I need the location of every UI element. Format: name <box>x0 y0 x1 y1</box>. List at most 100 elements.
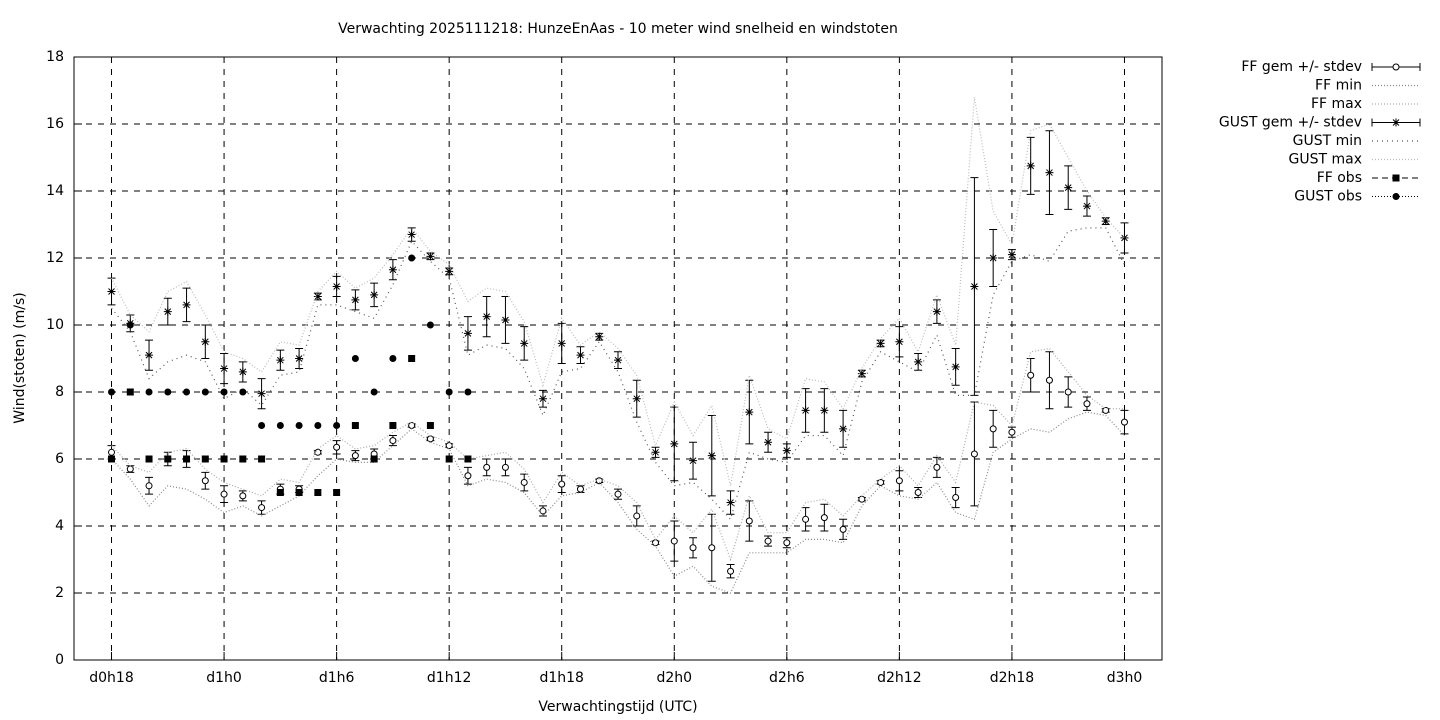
marker <box>351 422 359 429</box>
legend-label: GUST max <box>1289 152 1363 168</box>
marker <box>183 455 191 463</box>
marker <box>520 478 528 486</box>
marker <box>408 254 416 262</box>
marker <box>108 455 116 463</box>
marker <box>126 388 134 396</box>
marker <box>163 307 172 316</box>
marker <box>558 480 566 488</box>
marker <box>632 394 641 403</box>
marker <box>258 455 266 463</box>
marker <box>258 422 266 429</box>
marker <box>220 455 228 463</box>
error-point <box>614 351 622 370</box>
marker <box>1026 161 1035 170</box>
error-point <box>145 339 154 371</box>
error-point <box>914 486 923 499</box>
error-point <box>1026 358 1035 393</box>
marker <box>614 356 622 365</box>
error-point <box>689 537 698 559</box>
legend-label: FF max <box>1311 96 1362 112</box>
marker <box>220 490 228 498</box>
error-point <box>576 346 585 365</box>
marker <box>351 295 360 304</box>
marker <box>126 465 134 473</box>
error-point <box>726 490 735 515</box>
marker <box>745 517 753 525</box>
error-point <box>651 446 660 458</box>
marker <box>257 389 266 398</box>
marker <box>332 282 341 291</box>
error-point <box>876 339 885 348</box>
marker <box>820 514 828 522</box>
marker <box>783 539 791 547</box>
error-point <box>932 299 941 324</box>
marker <box>389 422 397 429</box>
marker <box>482 312 491 321</box>
error-point <box>482 296 491 338</box>
marker <box>333 443 341 451</box>
error-point <box>595 332 604 341</box>
line <box>111 411 1125 594</box>
marker <box>407 230 416 239</box>
error-point <box>407 422 416 429</box>
marker <box>426 422 434 429</box>
marker <box>295 422 303 429</box>
marker <box>276 489 284 496</box>
error-point <box>557 475 566 493</box>
marker <box>314 489 322 496</box>
marker <box>727 567 735 575</box>
error-point <box>576 485 585 493</box>
plot-frame <box>73 56 1163 661</box>
marker <box>164 455 172 463</box>
marker <box>932 307 941 316</box>
marker <box>501 315 510 324</box>
error-point <box>764 535 773 547</box>
error-point <box>351 289 360 311</box>
marker <box>164 388 172 396</box>
error-point <box>332 275 341 298</box>
marker <box>858 495 866 503</box>
marker <box>726 498 735 507</box>
marker <box>408 355 416 362</box>
error-point <box>463 466 472 485</box>
marker <box>520 339 529 348</box>
marker <box>333 489 341 496</box>
error-point <box>839 518 848 540</box>
error-point <box>257 378 266 410</box>
marker <box>220 388 228 396</box>
error-point <box>745 379 754 445</box>
marker <box>689 456 698 465</box>
legend-label: FF gem +/- stdev <box>1241 59 1362 75</box>
marker <box>313 292 322 301</box>
error-point <box>520 473 529 492</box>
legend-label: GUST min <box>1293 133 1362 149</box>
legend-label: FF obs <box>1317 170 1362 186</box>
marker <box>745 408 754 417</box>
marker <box>707 451 716 460</box>
error-point <box>145 476 154 495</box>
marker <box>426 321 434 329</box>
marker <box>1392 63 1400 71</box>
error-point <box>407 227 416 242</box>
error-point <box>726 564 735 579</box>
marker <box>239 492 247 500</box>
marker <box>801 406 810 415</box>
marker <box>839 525 847 533</box>
marker <box>877 478 885 486</box>
error-point <box>182 287 191 323</box>
marker <box>576 351 585 360</box>
error-point <box>220 485 229 504</box>
marker <box>351 452 359 460</box>
error-point <box>951 347 960 386</box>
marker <box>895 337 904 346</box>
error-point <box>651 539 660 547</box>
error-point <box>782 537 791 549</box>
marker <box>595 332 604 341</box>
error-point <box>1007 249 1016 261</box>
marker <box>258 504 266 512</box>
x-tick-label: d2h0 <box>656 670 692 686</box>
error-point <box>276 349 285 371</box>
marker <box>1045 168 1054 177</box>
